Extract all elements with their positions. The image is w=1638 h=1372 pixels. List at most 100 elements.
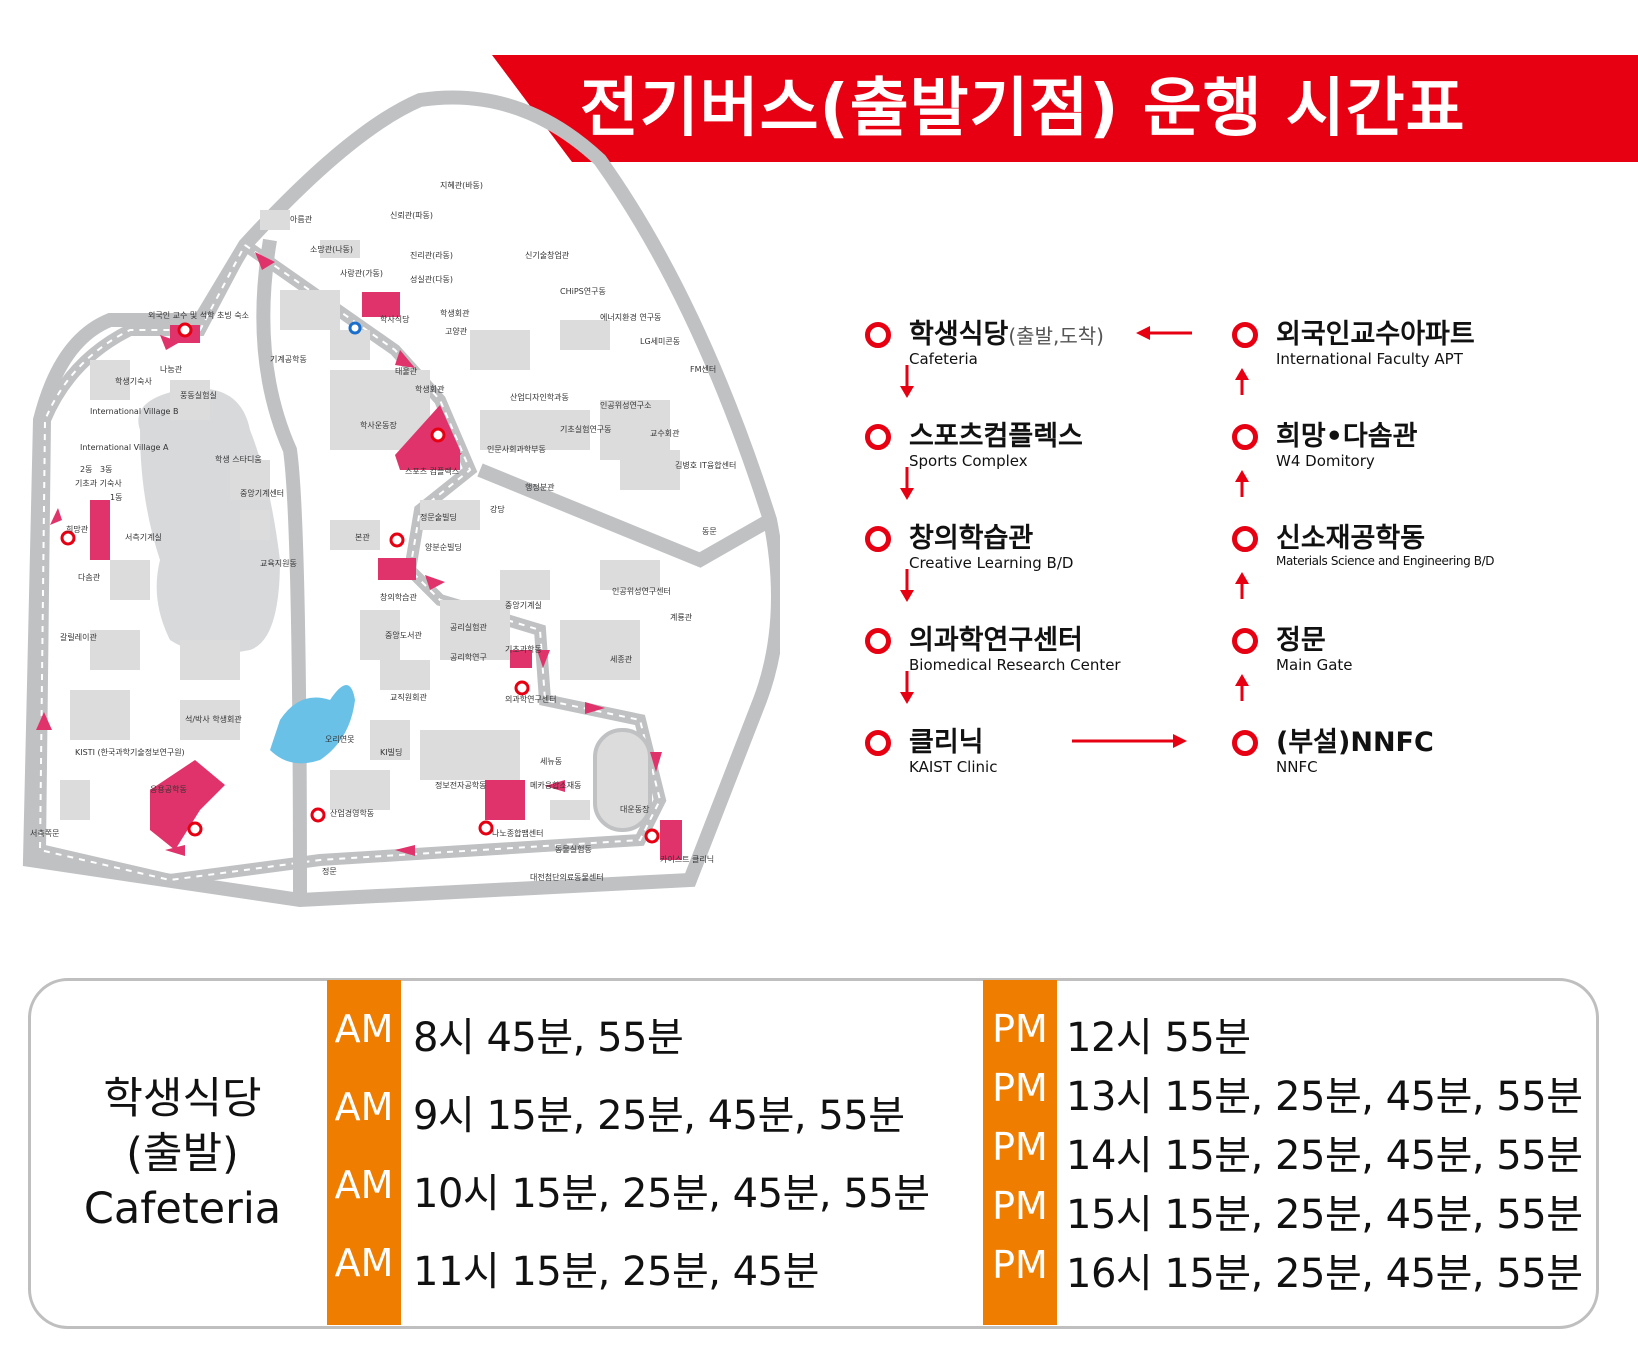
origin-line-2: (출발) — [126, 1129, 239, 1179]
stop-name-en: KAIST Clinic — [909, 758, 998, 776]
map-label: 기초과학동 — [505, 644, 542, 654]
map-label: 신기술창업관 — [525, 250, 570, 260]
map-label: 학사운동장 — [360, 420, 397, 430]
map-label: 세뉴동 — [540, 757, 562, 766]
map-label: 본관 — [355, 532, 370, 542]
arrow-up-icon — [1235, 674, 1249, 701]
stop-name-en: Sports Complex — [909, 452, 1028, 470]
stop-name-en: International Faculty APT — [1276, 350, 1463, 368]
arrow-down-icon — [900, 467, 914, 500]
map-label: 아름관 — [290, 214, 313, 224]
map-label: 에너지환경 연구동 — [600, 312, 661, 322]
stop-name-en: NNFC — [1276, 758, 1318, 776]
stop-name-ko: 스포츠컴플렉스 — [909, 421, 1083, 452]
stop-icon — [1232, 730, 1258, 756]
map-label: 다솜관 — [78, 572, 101, 582]
map-label: International Village A — [80, 443, 169, 452]
map-label: 김병호 IT융합센터 — [675, 460, 736, 470]
map-label: KI빌딩 — [380, 747, 402, 757]
map-label: 정문술빌딩 — [420, 512, 457, 522]
ampm-label: AM — [334, 1007, 394, 1051]
map-label: 산업디자인학과동 — [510, 392, 569, 402]
pm-column — [983, 980, 1057, 1325]
map-label: 외국인 교수 및 석학 초빙 숙소 — [148, 310, 249, 320]
schedule-origin: 학생식당 (출발) Cafeteria — [30, 1072, 335, 1237]
departure-times: 14시 15분, 25분, 45분, 55분 — [1066, 1133, 1583, 1179]
map-label: 학생회관 — [440, 308, 470, 318]
map-label: 3동 — [100, 465, 112, 474]
map-label: 학생회관 — [415, 384, 445, 394]
map-label: 행정분관 — [525, 482, 555, 492]
map-label: 인공위성연구센터 — [612, 586, 671, 596]
map-label: 교수회관 — [650, 428, 680, 438]
ampm-label: PM — [992, 1184, 1048, 1228]
route-arrows — [36, 252, 662, 856]
map-label: 신뢰관(파동) — [390, 210, 433, 220]
map-label: 공리실험관 — [450, 622, 487, 632]
map-label: 양분순빌딩 — [425, 542, 462, 552]
map-label: 2동 — [80, 465, 92, 474]
map-label: LG세미콘동 — [640, 337, 680, 346]
ampm-label: PM — [992, 1243, 1048, 1287]
stop-icon — [865, 628, 891, 654]
arrow-up-icon — [1235, 572, 1249, 599]
map-label: 기초과 기숙사 — [75, 479, 122, 488]
map-label: 스포츠 컴플렉스 — [405, 466, 459, 476]
ampm-label: AM — [334, 1163, 394, 1207]
map-label: 동문 — [702, 527, 717, 536]
stop-name-en: Biomedical Research Center — [909, 656, 1121, 674]
map-label: 지혜관(바동) — [440, 180, 483, 190]
stop-name-ko: 정문 — [1276, 625, 1326, 656]
map-label: 세종관 — [610, 654, 633, 664]
map-label: FM센터 — [690, 364, 716, 374]
map-label: International Village B — [90, 407, 179, 416]
map-label: 의과학연구센터 — [505, 694, 557, 704]
map-label: 공리학연구 — [450, 652, 487, 662]
stop-icon — [1232, 322, 1258, 348]
map-label: 응용공학동 — [150, 784, 187, 794]
map-label: 학생 스타디움 — [215, 454, 262, 464]
stop-name-ko: 클리닉 — [909, 727, 984, 758]
map-label: 대운동장 — [620, 804, 650, 814]
campus-map: 지혜관(바동) 아름관 신뢰관(파동) 소망관(나동) 진리관(라동) 사랑관(가동) 성실… — [22, 90, 780, 908]
stop-name-ko: (부설)NNFC — [1276, 727, 1434, 758]
departure-times: 13시 15분, 25분, 45분, 55분 — [1066, 1074, 1583, 1120]
stop-icon — [865, 424, 891, 450]
map-label: 서측쪽문 — [30, 829, 59, 838]
stop-icon — [1232, 628, 1258, 654]
map-label: 진리관(라동) — [410, 250, 453, 260]
map-label: 고양관 — [445, 326, 468, 336]
map-label: 갈릴레이관 — [60, 632, 97, 642]
ampm-label: PM — [992, 1066, 1048, 1110]
map-label: 서측기계실 — [125, 532, 162, 542]
arrow-up-icon — [1235, 470, 1249, 497]
stop-icon — [1232, 424, 1258, 450]
stop-name-ko: 의과학연구센터 — [909, 625, 1083, 656]
departure-times: 8시 45분, 55분 — [413, 1015, 684, 1061]
info-marker — [348, 321, 362, 335]
arrow-down-icon — [900, 569, 914, 602]
ampm-label: PM — [992, 1125, 1048, 1169]
map-label: 1동 — [110, 493, 122, 502]
title-banner — [492, 55, 1638, 162]
arrow-down-icon — [900, 365, 914, 398]
stop-name-en: Main Gate — [1276, 656, 1353, 674]
map-label: 교직원회관 — [390, 692, 427, 702]
map-label: 학생기숙사 — [115, 376, 152, 386]
arrow-up-icon — [1235, 368, 1249, 395]
map-label: 중앙도서관 — [385, 630, 422, 640]
map-label: 풍동실험실 — [180, 390, 217, 400]
stop-name-en: Materials Science and Engineering B/D — [1276, 554, 1495, 568]
departure-times: 12시 55분 — [1066, 1015, 1251, 1061]
stop-name-en: Cafeteria — [909, 350, 978, 368]
arrow-left-icon — [1136, 326, 1192, 340]
departure-times: 9시 15분, 25분, 45분, 55분 — [413, 1093, 905, 1139]
map-label: 기초실험연구동 — [560, 424, 612, 434]
map-label: 카이스트 클리닉 — [660, 854, 714, 864]
departure-times: 11시 15분, 25분, 45분 — [413, 1249, 819, 1295]
stop-name-ko: 희망•다솜관 — [1276, 421, 1418, 452]
map-label: 기계공학동 — [270, 354, 307, 364]
map-label: 소망관(나동) — [310, 244, 353, 254]
stop-markers — [60, 322, 660, 844]
